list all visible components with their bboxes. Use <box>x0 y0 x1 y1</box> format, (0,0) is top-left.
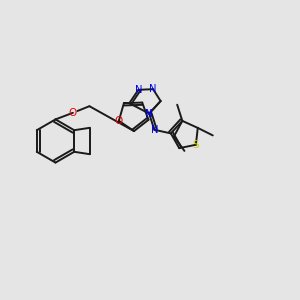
Text: N: N <box>146 109 153 118</box>
Text: O: O <box>69 108 77 118</box>
Text: N: N <box>149 84 157 94</box>
Text: N: N <box>151 125 158 135</box>
Text: O: O <box>115 116 123 126</box>
Text: N: N <box>135 85 142 95</box>
Text: N: N <box>146 109 153 118</box>
Text: S: S <box>193 140 199 150</box>
